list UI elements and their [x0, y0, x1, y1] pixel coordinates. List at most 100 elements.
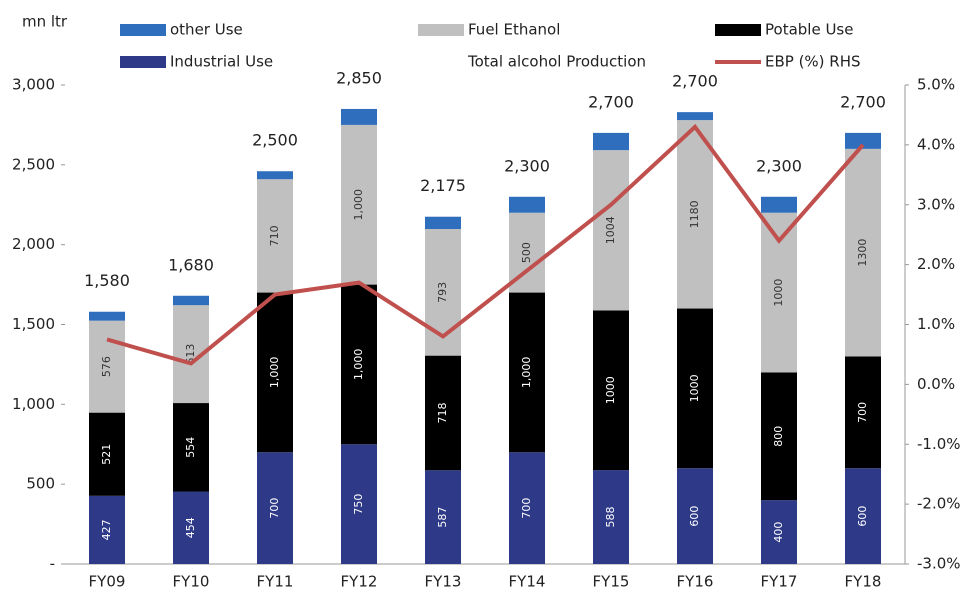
y2-tick-label: -1.0%: [917, 435, 961, 453]
y2-tick-label: -2.0%: [917, 495, 961, 513]
legend-swatch: [418, 24, 464, 36]
segment-label: 793: [436, 282, 449, 303]
segment-label: 1000: [688, 374, 701, 402]
total-label: 1,680: [168, 255, 214, 274]
segment-label: 500: [520, 242, 533, 263]
bar-segment: [509, 292, 545, 453]
segment-label: 1180: [688, 200, 701, 228]
segment-label: 576: [100, 356, 113, 377]
segment-label: 521: [100, 444, 113, 465]
segment-label: 1,000: [520, 357, 533, 389]
y2-tick-label: 0.0%: [917, 375, 955, 393]
bar-segment: [509, 452, 545, 564]
segment-label: 454: [184, 517, 197, 538]
legend-label: EBP (%) RHS: [765, 53, 861, 71]
bar-segment: [173, 295, 209, 306]
y-tick-label: 2,500: [12, 155, 55, 173]
x-tick-label: FY15: [593, 573, 630, 591]
bar-segment: [845, 468, 881, 564]
bar-segment: [593, 470, 629, 564]
bar-segment: [593, 150, 629, 311]
bar-segment: [89, 311, 125, 321]
x-tick-label: FY11: [257, 573, 294, 591]
y-tick-label: 2,000: [12, 235, 55, 253]
y-tick-label: 500: [26, 475, 55, 493]
x-tick-label: FY13: [425, 573, 462, 591]
bar-segment: [257, 179, 293, 293]
segment-label: 1300: [856, 239, 869, 267]
total-label: 2,300: [504, 156, 550, 175]
bar-segment: [341, 444, 377, 564]
bar-segment: [257, 292, 293, 453]
segment-label: 1004: [604, 216, 617, 244]
segment-label: 718: [436, 402, 449, 423]
segment-label: 600: [688, 506, 701, 527]
bar-segment: [89, 495, 125, 564]
bar-segment: [89, 320, 125, 413]
total-label: 2,700: [840, 92, 886, 111]
bar-segment: [761, 500, 797, 564]
y2-tick-label: -3.0%: [917, 555, 961, 573]
segment-label: 710: [268, 225, 281, 246]
segment-label: 750: [352, 494, 365, 515]
bar-segment: [425, 216, 461, 230]
y-tick-label: 1,000: [12, 395, 55, 413]
total-label: 2,700: [672, 72, 718, 91]
segment-label: 587: [436, 507, 449, 528]
segment-label: 588: [604, 507, 617, 528]
bar-segment: [677, 468, 713, 564]
bar-segment: [341, 108, 377, 125]
bar-segment: [425, 470, 461, 564]
segment-label: 554: [184, 437, 197, 458]
bar-segment: [425, 355, 461, 471]
bar-segment: [341, 124, 377, 285]
segment-label: 700: [520, 498, 533, 519]
segment-label: 800: [772, 426, 785, 447]
y-axis-label: mn ltr: [22, 13, 68, 31]
total-label: 2,175: [420, 176, 466, 195]
total-label: 1,580: [84, 271, 130, 290]
x-tick-label: FY12: [341, 573, 378, 591]
segment-label: 1,000: [352, 349, 365, 381]
bar-segment: [89, 412, 125, 496]
x-tick-label: FY09: [89, 573, 126, 591]
bar-segment: [173, 403, 209, 492]
total-label: 2,850: [336, 68, 382, 87]
bar-segment: [257, 171, 293, 180]
bar-segment: [677, 120, 713, 309]
segment-label: 1,000: [352, 189, 365, 221]
total-label: 2,700: [588, 92, 634, 111]
legend-label: Potable Use: [765, 21, 853, 39]
bar-segment: [845, 356, 881, 469]
y-tick-label: 1,500: [12, 315, 55, 333]
legend-label: Industrial Use: [170, 53, 273, 71]
total-label: 2,500: [252, 131, 298, 150]
legend-swatch: [120, 24, 166, 36]
bar-segment: [593, 132, 629, 151]
y2-tick-label: 2.0%: [917, 255, 955, 273]
x-tick-label: FY14: [509, 573, 546, 591]
x-tick-label: FY17: [761, 573, 798, 591]
legend-swatch: [120, 56, 166, 68]
bar-segment: [761, 372, 797, 501]
bar-segment: [173, 491, 209, 564]
legend-swatch: [715, 24, 761, 36]
y-tick-label: 3,000: [12, 76, 55, 94]
y2-tick-label: 3.0%: [917, 195, 955, 213]
total-label: 2,300: [756, 156, 802, 175]
bar-segment: [341, 284, 377, 445]
bar-segment: [677, 112, 713, 121]
segment-label: 700: [268, 498, 281, 519]
bar-segment: [677, 308, 713, 469]
x-tick-label: FY18: [845, 573, 882, 591]
y2-tick-label: 4.0%: [917, 135, 955, 153]
segment-label: 427: [100, 519, 113, 540]
ebp-line: [106, 123, 865, 366]
bar-segment: [593, 310, 629, 471]
segment-label: 1,000: [268, 357, 281, 389]
legend-label: other Use: [170, 21, 243, 39]
y2-tick-label: 5.0%: [917, 76, 955, 94]
segment-label: 700: [856, 402, 869, 423]
